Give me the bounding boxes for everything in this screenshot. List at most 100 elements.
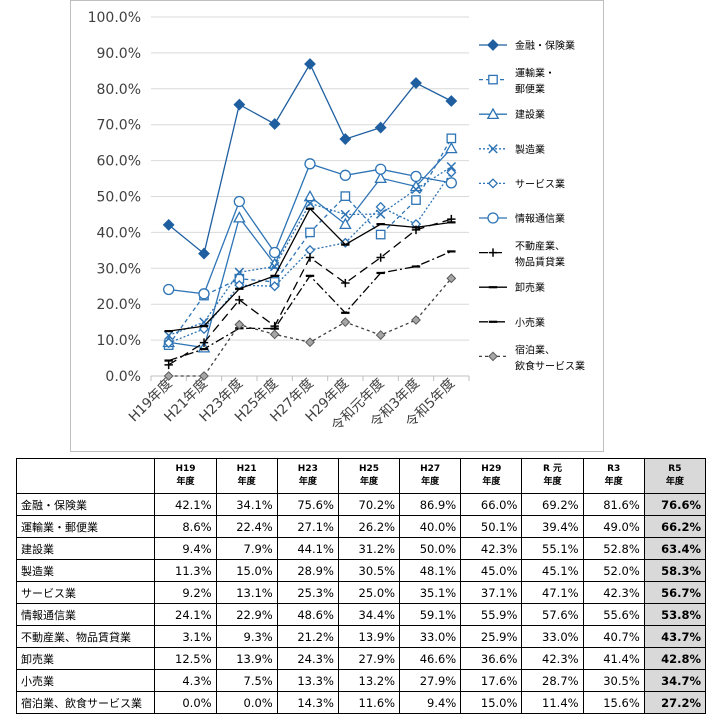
data-point bbox=[198, 247, 210, 260]
series-9 bbox=[163, 273, 457, 381]
table-cell: 7.5% bbox=[215, 669, 278, 692]
row-label: 建設業 bbox=[15, 537, 156, 560]
table-cell: 9.2% bbox=[154, 581, 217, 604]
row-label: 運輸業・郵便業 bbox=[15, 515, 156, 538]
row-label: 小売業 bbox=[15, 669, 156, 692]
table-cell: 9.4% bbox=[154, 537, 217, 560]
table-cell: 55.9% bbox=[460, 603, 523, 626]
table-cell: 11.3% bbox=[154, 559, 217, 582]
table-cell: 52.0% bbox=[582, 559, 645, 582]
table-cell: 27.2% bbox=[643, 691, 707, 714]
legend-marker bbox=[487, 178, 499, 189]
table-cell: 75.6% bbox=[276, 493, 339, 516]
table-cell: 27.9% bbox=[337, 647, 401, 670]
data-point bbox=[340, 209, 351, 220]
data-point bbox=[269, 281, 280, 292]
column-header-text: 年度 bbox=[665, 477, 684, 487]
data-point bbox=[340, 317, 351, 328]
table-cell: 81.6% bbox=[582, 493, 645, 516]
line-chart: 0.0% 10.0% 20.0% 30.0% 40.0% 50.0% 60.0% 70.0% 8… bbox=[88, 10, 585, 435]
data-point bbox=[163, 337, 174, 349]
table-cell: 70.2% bbox=[337, 493, 401, 516]
table-row: 不動産業、物品賃貸業 3.1% 9.3% 21.2% 13.9% 33.0% 25.9% 33… bbox=[15, 625, 707, 648]
legend-entry: サービス業 bbox=[479, 177, 565, 190]
table-cell: 45.1% bbox=[521, 559, 584, 582]
data-point bbox=[199, 371, 209, 381]
row-label: 不動産業、物品賃貸業 bbox=[15, 625, 156, 648]
legend-entry: 宿泊業、飲食サービス業 bbox=[479, 343, 585, 372]
table-cell: 66.2% bbox=[643, 515, 707, 538]
data-point bbox=[339, 133, 352, 145]
table-row: 製造業 11.3% 15.0% 28.9% 30.5% 48.1% 45.0% 45.1% 52… bbox=[15, 559, 707, 582]
data-point bbox=[411, 195, 421, 205]
data-point bbox=[374, 171, 387, 184]
table-cell: 36.6% bbox=[460, 647, 523, 670]
table-cell: 42.3% bbox=[460, 537, 523, 560]
data-point bbox=[446, 161, 457, 172]
legend-label: 金融・保険業 bbox=[515, 39, 575, 52]
column-header: H25 年度 bbox=[337, 458, 401, 494]
table-row: 情報通信業 24.1% 22.9% 48.6% 34.4% 59.1% 55.9% 57.6%… bbox=[15, 603, 707, 626]
table-cell: 0.0% bbox=[215, 691, 278, 714]
legend-marker bbox=[487, 212, 499, 224]
table-cell: 58.3% bbox=[643, 559, 707, 582]
legend-label: 情報通信業 bbox=[515, 212, 565, 225]
column-header-text: 年度 bbox=[482, 477, 501, 487]
table-cell: 28.7% bbox=[521, 669, 584, 692]
table-row: 金融・保険業 42.1% 34.1% 75.6% 70.2% 86.9% 66.0% 69.2… bbox=[15, 493, 707, 516]
table-cell: 14.3% bbox=[276, 691, 339, 714]
table-cell: 50.0% bbox=[399, 537, 462, 560]
data-point bbox=[410, 77, 422, 89]
legend-entry: 建設業 bbox=[479, 107, 545, 121]
table-row: サービス業 9.2% 13.1% 25.3% 25.0% 35.1% 37.1% 47.1% 4… bbox=[15, 581, 707, 604]
data-point bbox=[341, 278, 350, 288]
y-tick-label: 0.0% bbox=[105, 369, 141, 385]
data-table: H19 年度 H21 年度 H23 年度 H25 年度 H27 年度 H29 年度 R 元年度 R3 年度 R… bbox=[15, 458, 707, 714]
legend-label: 飲食サービス業 bbox=[515, 359, 585, 372]
table-cell: 13.9% bbox=[337, 625, 401, 648]
table-cell: 28.9% bbox=[276, 559, 339, 582]
table-cell: 76.6% bbox=[643, 493, 707, 516]
table-cell: 63.4% bbox=[643, 537, 707, 560]
column-header-text: 年度 bbox=[604, 477, 623, 487]
table-cell: 33.0% bbox=[521, 625, 584, 648]
table-cell: 11.4% bbox=[521, 691, 584, 714]
table-cell: 24.1% bbox=[154, 603, 217, 626]
table-cell: 25.9% bbox=[460, 625, 523, 648]
table-cell: 34.4% bbox=[337, 603, 401, 626]
data-point bbox=[375, 163, 387, 175]
column-header-text: 年度 bbox=[421, 477, 440, 487]
table-cell: 22.9% bbox=[215, 603, 278, 626]
column-header: R3 年度 bbox=[582, 458, 645, 494]
table-cell: 13.2% bbox=[337, 669, 401, 692]
data-point bbox=[163, 283, 175, 296]
column-header: H19 年度 bbox=[154, 458, 217, 494]
column-header-text: 年度 bbox=[237, 477, 256, 487]
table-cell: 37.1% bbox=[460, 581, 523, 604]
legend-entry: 運輸業・郵便業 bbox=[479, 67, 555, 96]
column-header-text: R 元 bbox=[542, 464, 563, 474]
data-point bbox=[339, 169, 351, 181]
legend-entry: 情報通信業 bbox=[479, 212, 565, 225]
table-cell: 59.1% bbox=[399, 603, 462, 626]
y-tick-label: 80.0% bbox=[97, 82, 141, 98]
data-point bbox=[375, 330, 386, 340]
legend-label: 不動産業、 bbox=[515, 240, 565, 253]
table-cell: 11.6% bbox=[337, 691, 401, 714]
data-point bbox=[376, 253, 385, 262]
legend-label: 宿泊業、 bbox=[515, 343, 555, 356]
column-header-text: 年度 bbox=[543, 477, 562, 487]
legend-marker bbox=[487, 39, 499, 51]
data-point bbox=[233, 211, 246, 223]
data-point bbox=[198, 288, 210, 300]
column-header-text: H23 bbox=[297, 464, 318, 474]
table-cell: 4.3% bbox=[154, 669, 217, 692]
column-header-text: H19 bbox=[175, 464, 196, 474]
table-cell: 25.3% bbox=[276, 581, 339, 604]
corner-cell bbox=[15, 458, 156, 494]
table-row: 小売業 4.3% 7.5% 13.3% 13.2% 27.9% 17.6% 28.7% 30.5… bbox=[15, 669, 707, 692]
y-tick-label: 100.0% bbox=[88, 10, 141, 26]
series-7 bbox=[164, 207, 456, 333]
data-point bbox=[411, 315, 421, 325]
series-1 bbox=[163, 133, 457, 350]
